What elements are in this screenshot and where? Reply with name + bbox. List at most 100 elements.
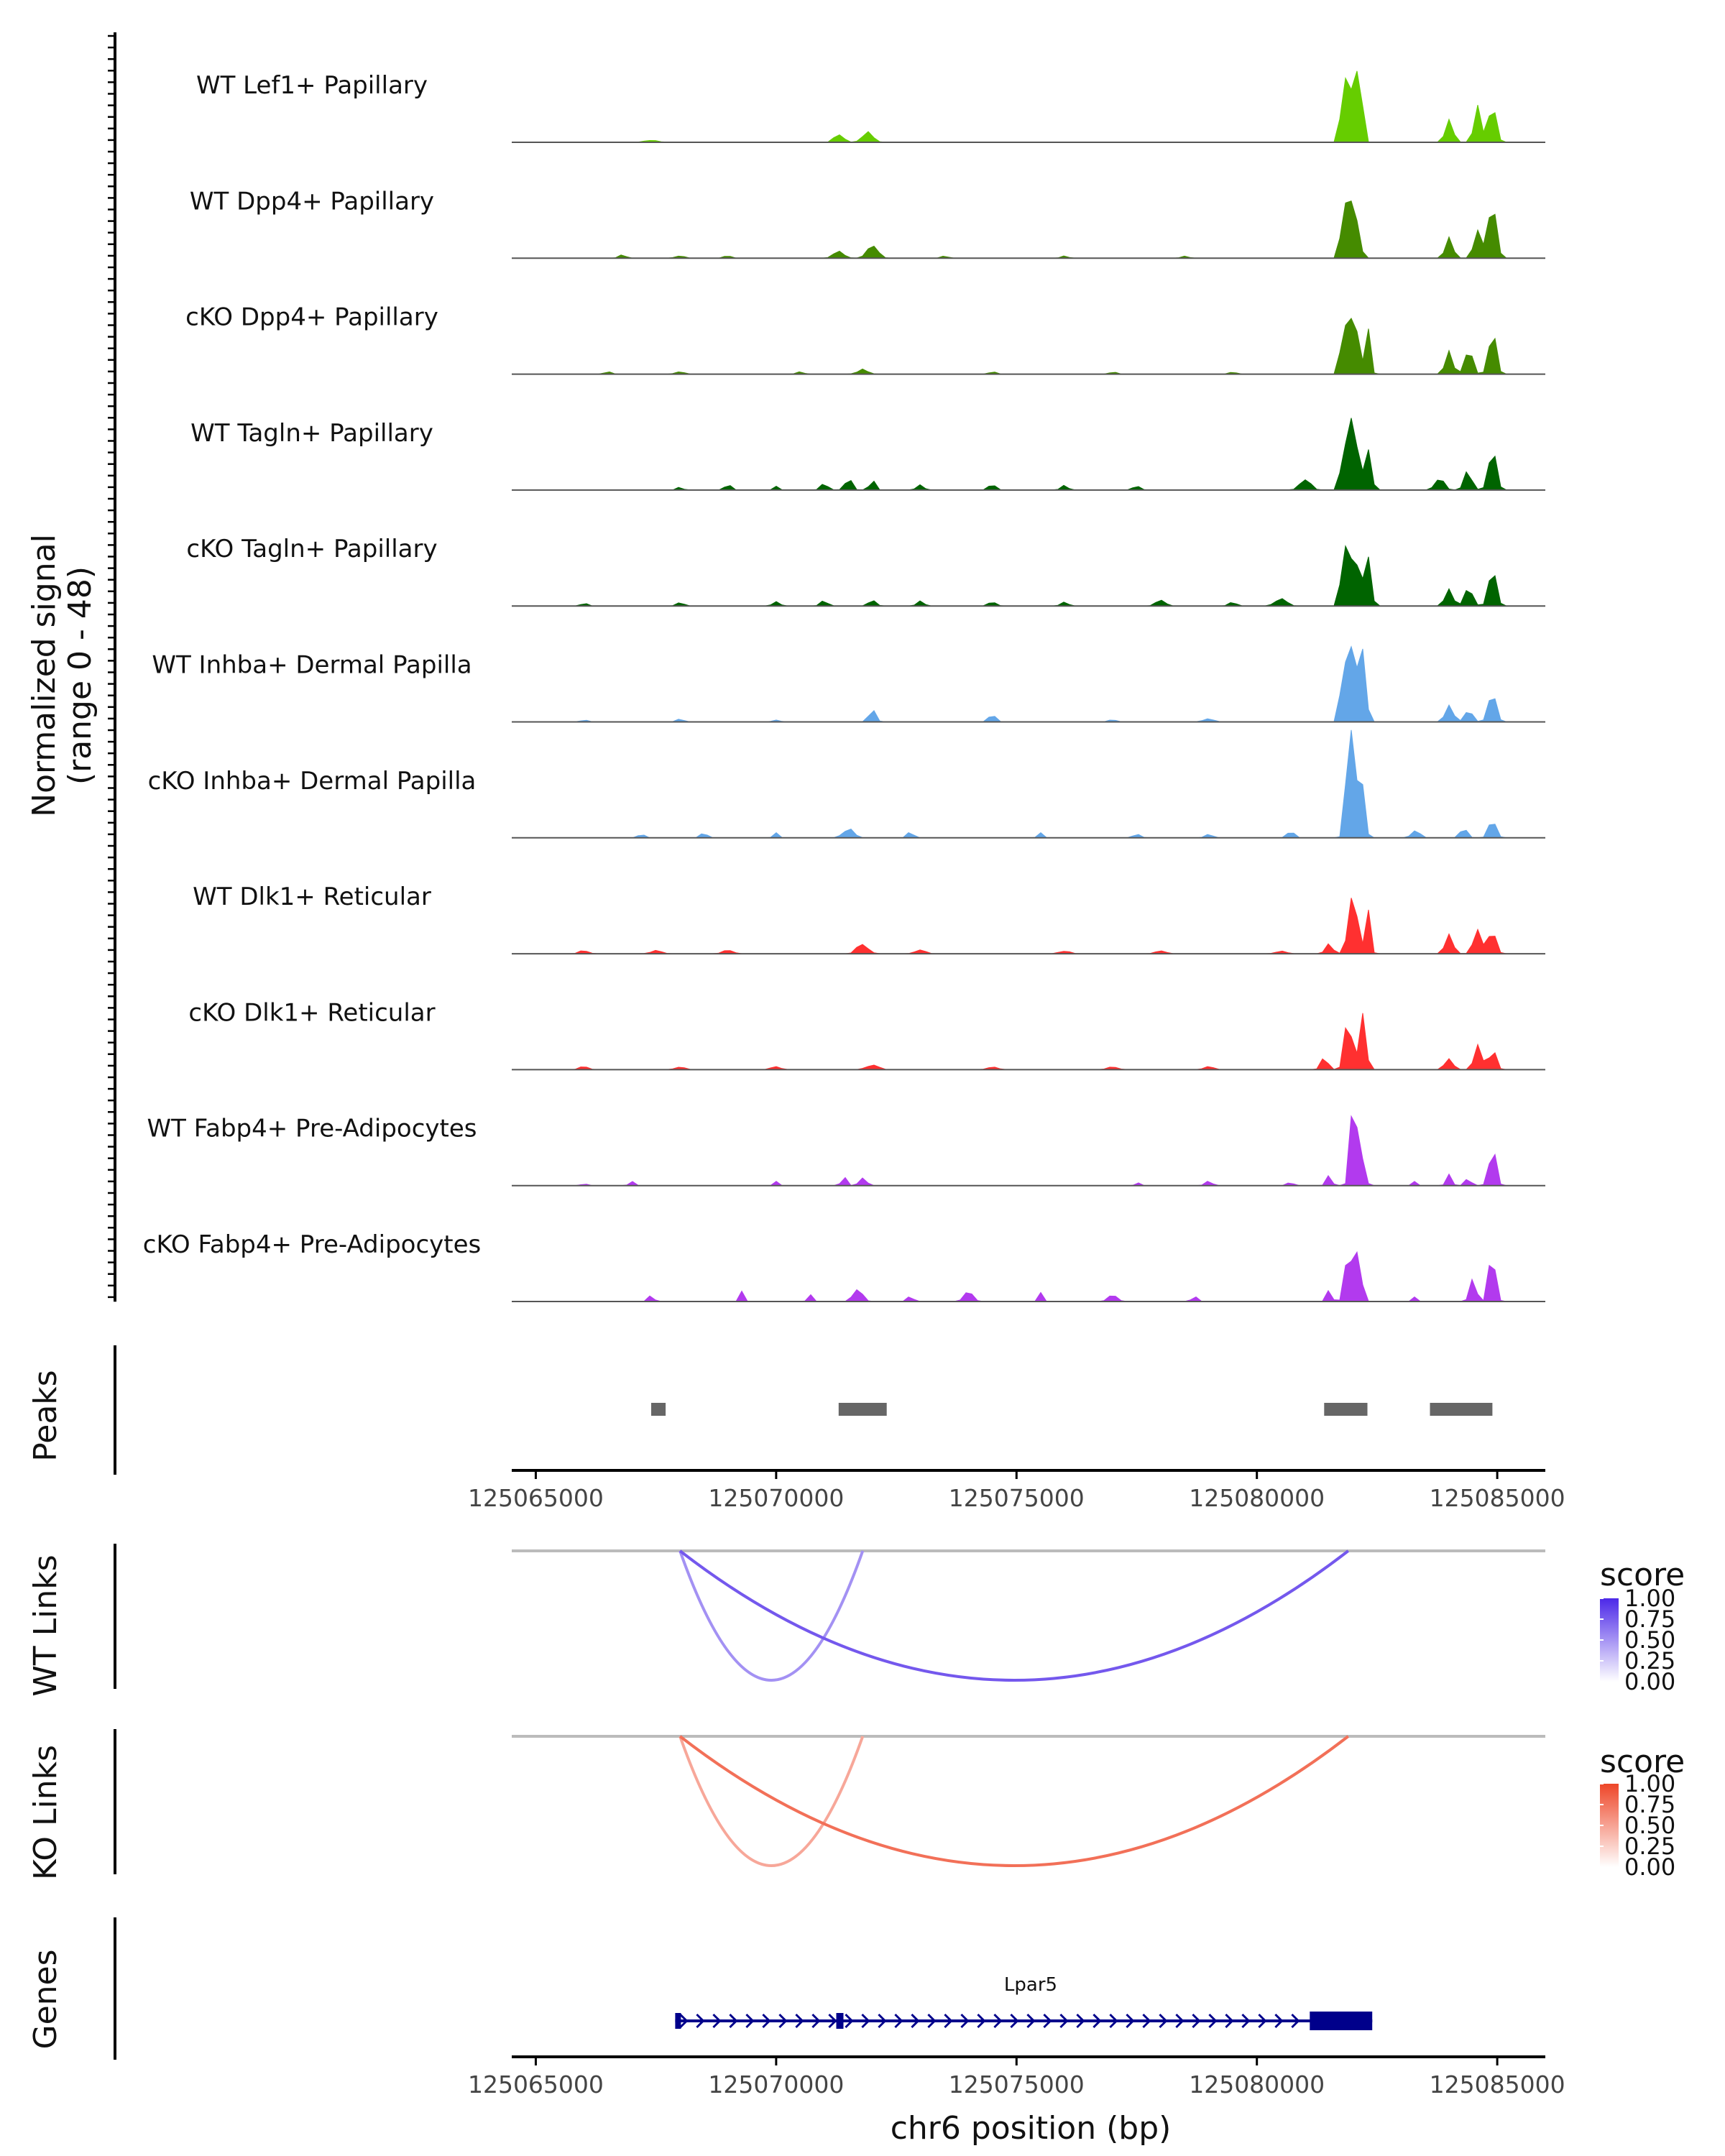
- strand-arrow: [960, 2013, 970, 2029]
- strand-arrow: [1258, 2013, 1267, 2029]
- wt-links-panel-label: WT Links: [27, 1554, 64, 1696]
- x-tick-label: 125080000: [1189, 1484, 1325, 1512]
- strand-arrow: [927, 2013, 937, 2029]
- strand-arrow: [861, 2013, 870, 2029]
- track-label: WT Lef1+ Papillary: [196, 71, 428, 100]
- strand-arrow: [1241, 2013, 1251, 2029]
- x-tick-label: 125075000: [949, 1484, 1085, 1512]
- strand-arrow: [1043, 2013, 1052, 2029]
- coverage-track: WT Dlk1+ Reticular: [193, 883, 1545, 955]
- track-label: WT Dlk1+ Reticular: [193, 883, 431, 911]
- strand-arrow: [944, 2013, 953, 2029]
- strand-arrow: [1225, 2013, 1234, 2029]
- track-label: cKO Fabp4+ Pre-Adipocytes: [143, 1230, 482, 1259]
- strand-arrow: [1126, 2013, 1135, 2029]
- wt-links-legend-title: score: [1600, 1557, 1685, 1593]
- legend-tick-label: 1.00: [1624, 1585, 1675, 1612]
- strand-arrow: [762, 2013, 771, 2029]
- signal-area: [512, 70, 1545, 143]
- strand-arrow: [795, 2013, 804, 2029]
- strand-arrow: [1142, 2013, 1151, 2029]
- strand-arrow: [1026, 2013, 1036, 2029]
- genes-panel-label: Genes: [27, 1949, 64, 2049]
- exon: [1310, 2012, 1373, 2030]
- strand-arrow: [1175, 2013, 1184, 2029]
- legend-tick-label: 0.25: [1624, 1833, 1675, 1860]
- legend-tick-label: 0.00: [1624, 1668, 1675, 1695]
- track-label: WT Dpp4+ Papillary: [190, 187, 434, 216]
- ko-links-panel: 1.000.750.500.250.00: [114, 1729, 1675, 1881]
- genes-panel: [114, 1917, 1373, 2060]
- strand-arrow: [1159, 2013, 1168, 2029]
- strand-arrow: [729, 2013, 738, 2029]
- strand-arrow: [1059, 2013, 1069, 2029]
- wt-links-panel: 1.000.750.500.250.00: [114, 1544, 1675, 1695]
- strand-arrow: [828, 2013, 837, 2029]
- strand-arrow: [977, 2013, 986, 2029]
- x-tick-label: 125065000: [468, 2070, 604, 2099]
- signal-area: [512, 1115, 1545, 1187]
- legend-tick-label: 0.00: [1624, 1853, 1675, 1881]
- track-label: cKO Dlk1+ Reticular: [188, 998, 435, 1027]
- strand-arrow: [1010, 2013, 1019, 2029]
- signal-area: [512, 729, 1545, 839]
- strand-arrow: [696, 2013, 705, 2029]
- strand-arrow: [845, 2013, 854, 2029]
- legend-tick-label: 0.75: [1624, 1606, 1675, 1633]
- link-arc: [678, 1735, 1350, 1867]
- signal-area: [512, 545, 1545, 607]
- strand-arrow: [1076, 2013, 1085, 2029]
- peak-region: [838, 1403, 887, 1416]
- signal-area: [512, 317, 1545, 375]
- peak-region: [1430, 1403, 1493, 1416]
- coverage-track: cKO Dpp4+ Papillary: [185, 303, 1545, 375]
- x-tick-label: 125080000: [1189, 2070, 1325, 2099]
- signal-area: [512, 418, 1545, 491]
- track-label: WT Tagln+ Papillary: [190, 419, 433, 448]
- link-arc: [678, 1550, 865, 1682]
- x-tick-label: 125085000: [1430, 2070, 1565, 2099]
- track-label: WT Inhba+ Dermal Papilla: [152, 651, 472, 680]
- ko-links-legend-title: score: [1600, 1743, 1685, 1780]
- exon: [675, 2013, 681, 2029]
- link-arc: [678, 1549, 1350, 1682]
- strand-arrow: [745, 2013, 755, 2029]
- coverage-track: WT Lef1+ Papillary: [196, 70, 1545, 143]
- strand-arrow: [993, 2013, 1003, 2029]
- links-panels: 1.000.750.500.250.001.000.750.500.250.00: [114, 1544, 1675, 1881]
- strand-arrow: [679, 2013, 689, 2029]
- legend-tick-label: 0.50: [1624, 1812, 1675, 1839]
- strand-arrow: [811, 2013, 821, 2029]
- legend-tick-label: 0.25: [1624, 1647, 1675, 1674]
- link-arc: [678, 1736, 865, 1867]
- x-tick-label: 125085000: [1430, 1484, 1565, 1512]
- signal-area: [512, 1250, 1545, 1302]
- legend-tick-label: 0.50: [1624, 1626, 1675, 1654]
- x-axis-title: chr6 position (bp): [891, 2110, 1172, 2147]
- x-tick-label: 125070000: [708, 2070, 844, 2099]
- signal-area: [512, 898, 1545, 954]
- x-tick-label: 125075000: [949, 2070, 1085, 2099]
- coverage-track: WT Inhba+ Dermal Papilla: [152, 645, 1545, 723]
- strand-arrow: [1208, 2013, 1218, 2029]
- x-tick-label: 125070000: [708, 1484, 844, 1512]
- strand-arrow: [894, 2013, 903, 2029]
- coverage-track: WT Fabp4+ Pre-Adipocytes: [147, 1115, 1545, 1187]
- signal-area: [512, 201, 1545, 259]
- coverage-track: WT Tagln+ Papillary: [190, 418, 1545, 491]
- strand-arrow: [778, 2013, 788, 2029]
- ko-links-panel-label: KO Links: [27, 1745, 64, 1880]
- track-label: cKO Dpp4+ Papillary: [185, 303, 438, 332]
- gene-name-label: Lpar5: [1004, 1974, 1057, 1996]
- exon: [836, 2013, 844, 2029]
- legend-tick-label: 0.75: [1624, 1791, 1675, 1818]
- strand-arrow: [911, 2013, 920, 2029]
- x-axis-top: 125065000 125070000 125075000 125080000 1250…: [468, 1469, 1565, 1512]
- peak-region: [1324, 1403, 1368, 1416]
- signal-area: [512, 645, 1545, 722]
- strand-arrow: [1274, 2013, 1284, 2029]
- strand-arrow: [1109, 2013, 1118, 2029]
- peak-region: [651, 1403, 666, 1416]
- coverage-y-label-line2: (range 0 - 48): [62, 566, 98, 785]
